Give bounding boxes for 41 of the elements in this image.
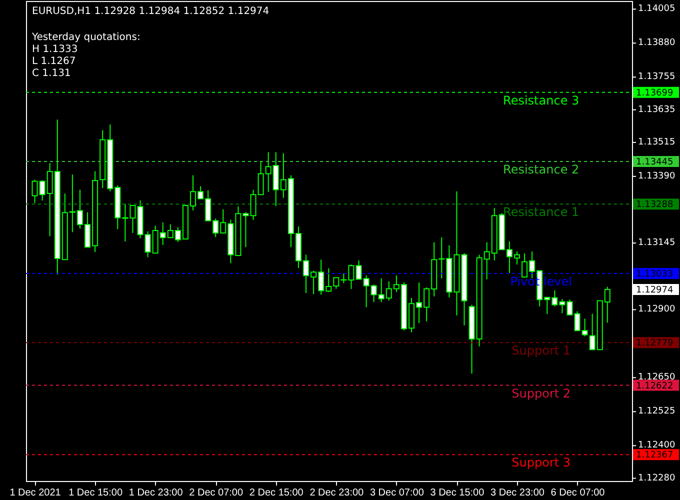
text: EURUSD,H1 1.12928 1.12984 1.12852 1.12974	[32, 6, 270, 17]
x-tick-label: 1 Dec 23:00	[128, 488, 184, 498]
ref-line-label: Resistance 3	[503, 93, 580, 108]
text: 1.12974	[636, 286, 674, 296]
y-tick-label: 1.14005	[638, 4, 676, 14]
y-tick-label: 1.13145	[638, 238, 676, 248]
x-tick-label: 1 Dec 15:00	[68, 488, 123, 498]
y-tick-label: 1.13880	[638, 38, 676, 48]
ref-line-label: Resistance 2	[503, 162, 580, 176]
x-tick-label: 2 Dec 15:00	[249, 488, 304, 498]
annotation: H 1.1333	[32, 44, 78, 55]
x-tick-label: 1 Dec 2021	[10, 488, 62, 498]
x-tick-label: 6 Dec 07:00	[550, 488, 606, 498]
x-tick-label: 3 Dec 07:00	[370, 488, 424, 498]
y-tick-label: 1.12650	[638, 372, 676, 383]
annotation: L 1.1267	[32, 56, 76, 67]
text: 1.12367	[636, 450, 674, 461]
ref-line-label: Support 3	[512, 456, 571, 470]
y-tick-label: 1.13755	[638, 72, 676, 82]
y-tick-label: 1.12900	[638, 304, 676, 315]
text: 1.13033	[636, 270, 674, 280]
y-tick-label: 1.13515	[638, 137, 676, 148]
y-tick-label: 1.12280	[638, 473, 676, 484]
annotation: C 1.131	[32, 68, 71, 79]
text: 1.13699	[636, 88, 674, 98]
annotation: Yesterday quotations:	[31, 32, 140, 43]
y-tick-label: 1.13635	[638, 104, 676, 115]
text: 1.12622	[636, 381, 674, 392]
text: 1.13288	[636, 200, 674, 210]
y-tick-label: 1.12400	[638, 440, 676, 451]
y-tick-label: 1.13390	[638, 171, 676, 182]
ref-line-label: Support 1	[512, 344, 571, 358]
y-tick-label: 1.12525	[638, 406, 676, 417]
x-tick-label: 2 Dec 23:00	[310, 488, 364, 498]
x-tick-label: 3 Dec 23:00	[490, 488, 545, 498]
ref-line-label: Support 2	[512, 386, 571, 400]
x-tick-label: 2 Dec 07:00	[189, 488, 244, 498]
text: 1.12779	[636, 338, 674, 349]
ref-line-label: Resistance 1	[503, 205, 580, 220]
text: 1.13445	[636, 157, 674, 168]
x-tick-label: 3 Dec 15:00	[430, 488, 485, 498]
